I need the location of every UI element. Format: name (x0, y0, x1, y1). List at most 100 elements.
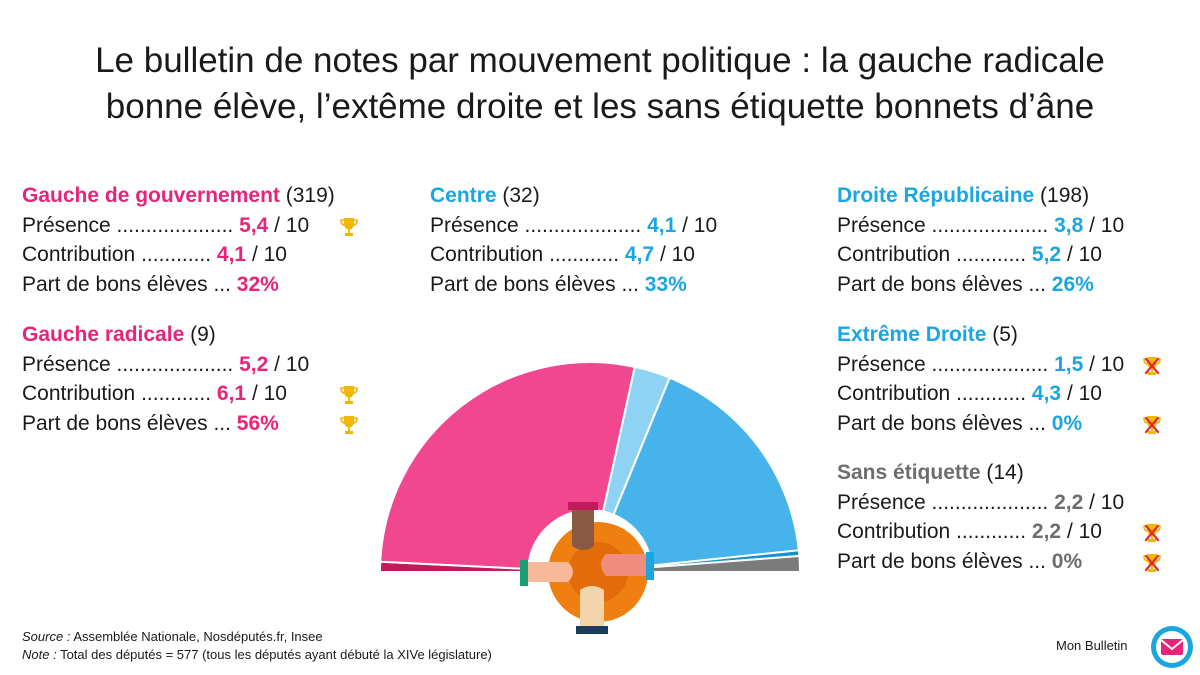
metric-label: Présence .................... (837, 490, 1055, 514)
group-header: Extrême Droite (5) (837, 320, 1124, 350)
title-line-1: Le bulletin de notes par mouvement polit… (95, 41, 1105, 80)
metric-label: Part de bons élèves ... (837, 549, 1052, 573)
group-centre: Centre (32) Présence ....................… (430, 181, 717, 299)
metric-value: 56% (236, 411, 279, 435)
crossed-trophy-icon (1143, 356, 1161, 375)
metric-label: Part de bons élèves ... (430, 272, 645, 296)
metric-scale: / 10 (246, 382, 287, 405)
gold-trophy-icon (340, 217, 358, 236)
metric-label: Présence .................... (430, 213, 648, 237)
group-name: Droite Républicaine (837, 184, 1035, 207)
metric-row: Contribution ............ 2,2 / 10 (837, 517, 1161, 547)
metric-row: Part de bons élèves ... 32% (22, 270, 335, 300)
note-line: Note : Total des députés = 577 (tous les… (22, 647, 492, 662)
metric-value: 6,1 (216, 382, 247, 405)
group-count: (32) (496, 184, 540, 207)
joined-hands-illustration (520, 502, 654, 634)
group-header: Gauche radicale (9) (22, 320, 309, 350)
metric-label: Part de bons élèves ... (22, 272, 237, 296)
source-line: Source : Assemblée Nationale, Nosdéputés… (22, 629, 323, 644)
metric-scale: / 10 (654, 243, 695, 266)
group-count: (9) (184, 323, 216, 346)
metric-scale: / 10 (1061, 520, 1102, 543)
metric-value: 1,5 (1054, 352, 1084, 376)
metric-value: 4,7 (624, 243, 655, 266)
group-count: (5) (986, 323, 1018, 346)
group-gauche-gouvernement: Gauche de gouvernement (319) Présence ...… (22, 181, 358, 300)
crossed-trophy-icon (1143, 553, 1161, 572)
metric-row: Part de bons élèves ... 0% (837, 547, 1161, 577)
metric-value: 2,2 (1054, 490, 1084, 514)
metric-scale: / 10 (1061, 382, 1102, 405)
group-count: (198) (1034, 184, 1090, 207)
metric-row: Contribution ............ 4,3 / 10 (837, 379, 1124, 409)
metric-scale: / 10 (246, 243, 287, 266)
metric-row: Contribution ............ 6,1 / 10 (22, 379, 358, 409)
crossed-trophy-icon (1143, 524, 1161, 542)
group-count: (14) (980, 461, 1024, 484)
metric-row: Présence .................... 3,8 / 10 (837, 211, 1124, 241)
metric-value: 4,1 (647, 213, 677, 237)
metric-value: 3,8 (1054, 213, 1084, 237)
metric-label: Contribution ............ (22, 382, 217, 405)
group-header: Gauche de gouvernement (319) (22, 181, 335, 211)
group-name: Centre (430, 184, 497, 207)
metric-label: Contribution ............ (837, 382, 1032, 405)
metric-label: Présence .................... (22, 352, 240, 376)
metric-value: 0% (1051, 411, 1083, 435)
gold-trophy-icon (340, 386, 358, 404)
metric-scale: / 10 (1083, 352, 1125, 376)
metric-scale: / 10 (1083, 490, 1125, 514)
metric-scale: / 10 (1061, 243, 1102, 266)
footer-notes: Source : Assemblée Nationale, Nosdéputés… (22, 628, 492, 664)
metric-row: Part de bons élèves ... 33% (430, 270, 717, 300)
metric-label: Présence .................... (837, 213, 1055, 237)
crossed-trophy-icon (1143, 415, 1161, 434)
group-extreme-droite: Extrême Droite (5) Présence .............… (837, 320, 1161, 439)
metric-scale: / 10 (268, 213, 310, 237)
group-header: Droite Républicaine (198) (837, 181, 1124, 211)
metric-label: Part de bons élèves ... (22, 411, 237, 435)
group-droite-republicaine: Droite Républicaine (198) Présence ......… (837, 181, 1124, 299)
gold-trophy-icon (340, 415, 358, 434)
metric-scale: / 10 (1083, 213, 1125, 237)
metric-value: 5,2 (239, 352, 269, 376)
title-line-2: bonne élève, l’extême droite et les sans… (105, 87, 1095, 126)
metric-value: 26% (1051, 272, 1094, 296)
metric-label: Part de bons élèves ... (837, 272, 1052, 296)
metric-row: Présence .................... 1,5 / 10 (837, 350, 1161, 380)
envelope-logo-icon (1151, 626, 1193, 668)
metric-row: Contribution ............ 4,7 / 10 (430, 240, 717, 270)
metric-row: Présence .................... 5,4 / 10 (22, 211, 358, 241)
metric-label: Contribution ............ (22, 243, 217, 266)
group-name: Gauche radicale (22, 323, 185, 346)
metric-value: 4,3 (1031, 382, 1062, 405)
metric-row: Part de bons élèves ... 0% (837, 409, 1161, 439)
metric-row: Présence .................... 4,1 / 10 (430, 211, 717, 241)
slice-droite-républicaine (612, 376, 800, 567)
group-name: Gauche de gouvernement (22, 184, 280, 207)
metric-value: 32% (236, 272, 279, 296)
group-name: Extrême Droite (837, 323, 987, 346)
chart-title: Le bulletin de notes par mouvement polit… (0, 38, 1200, 130)
group-count: (319) (279, 184, 335, 207)
metric-value: 2,2 (1031, 520, 1062, 543)
metric-row: Part de bons élèves ... 26% (837, 270, 1124, 300)
metric-label: Présence .................... (837, 352, 1055, 376)
metric-scale: / 10 (268, 352, 310, 376)
metric-row: Part de bons élèves ... 56% (22, 409, 358, 439)
metric-row: Contribution ............ 4,1 / 10 (22, 240, 335, 270)
group-header: Sans étiquette (14) (837, 458, 1124, 488)
group-name: Sans étiquette (837, 461, 981, 484)
metric-label: Part de bons élèves ... (837, 411, 1052, 435)
brand-name: Mon Bulletin (1056, 638, 1128, 653)
metric-label: Contribution ............ (430, 243, 625, 266)
metric-label: Contribution ............ (837, 520, 1032, 543)
metric-value: 33% (644, 272, 687, 296)
metric-scale: / 10 (676, 213, 718, 237)
metric-value: 0% (1051, 549, 1083, 573)
metric-value: 5,2 (1031, 243, 1062, 266)
metric-value: 5,4 (239, 213, 269, 237)
metric-label: Présence .................... (22, 213, 240, 237)
metric-row: Présence .................... 2,2 / 10 (837, 488, 1124, 518)
